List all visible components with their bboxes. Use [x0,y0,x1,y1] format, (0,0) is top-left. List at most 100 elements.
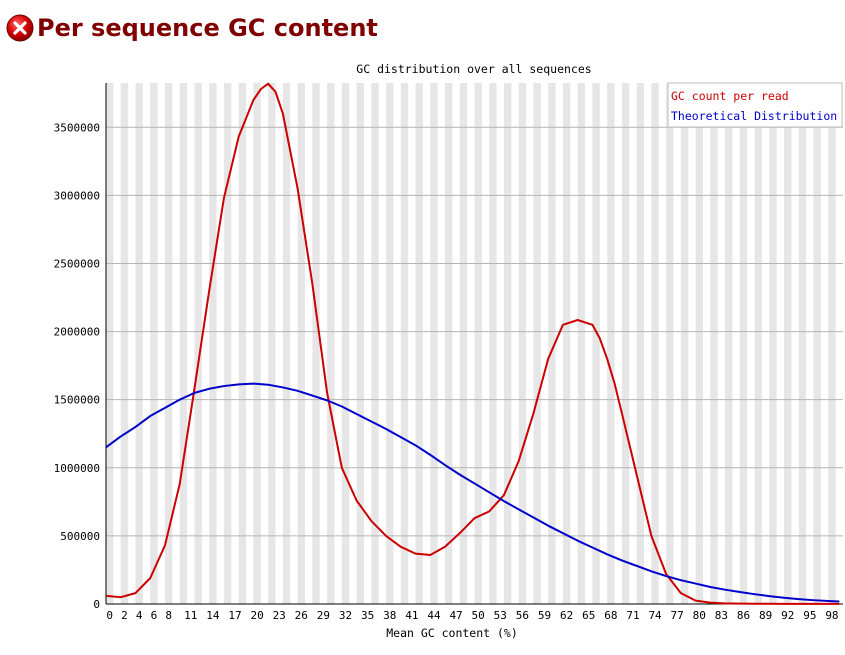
chart-band [592,83,600,604]
chart-band [459,83,468,604]
fail-icon [6,14,34,42]
chart-grid [106,126,843,537]
chart-ticks: 0 500000 1000000 1500000 2000000 2500000 30000… [54,121,839,622]
chart-band [297,83,305,604]
chart-band [371,83,379,604]
x-tick-label: 38 [383,609,396,622]
chart-band [400,83,409,604]
x-tick-label: 4 [136,609,143,622]
chart-band [828,83,836,604]
gc-content-chart: 0 500000 1000000 1500000 2000000 2500000 30000… [54,62,843,640]
x-tick-label: 62 [560,609,573,622]
y-tick-label: 2000000 [54,326,100,339]
chart-band [238,83,247,604]
x-tick-label: 2 [121,609,128,622]
chart-band [445,83,453,604]
legend-box [667,82,843,128]
chart-band [798,83,807,604]
chart-band [533,83,541,604]
chart-band [386,83,394,604]
x-tick-label: 59 [538,609,551,622]
x-tick-label: 68 [604,609,617,622]
x-tick-label: 53 [494,609,507,622]
chart-band [710,83,718,604]
chart-band [474,83,482,604]
x-tick-label: 71 [626,609,639,622]
chart-band [164,83,173,604]
x-tick-label: 47 [449,609,462,622]
chart-band [312,83,320,604]
chart-band [548,83,556,604]
chart-band [223,83,232,604]
chart-band [356,83,364,604]
chart-band [621,83,630,604]
x-tick-label: 83 [715,609,728,622]
x-tick-label: 86 [737,609,750,622]
x-tick-label: 11 [184,609,197,622]
chart-band [666,83,674,604]
x-tick-label: 17 [228,609,241,622]
chart-title: GC distribution over all sequences [356,62,591,76]
chart-band [106,83,114,604]
chart-band [327,83,335,604]
chart-band [209,83,217,604]
chart-band [784,83,792,604]
chart-band [341,83,350,604]
chart-band [150,83,158,604]
x-tick-label: 0 [106,609,113,622]
y-tick-label: 3000000 [54,189,100,202]
page-title: Per sequence GC content [37,14,378,42]
x-tick-label: 77 [671,609,684,622]
chart-legend: GC count per read Theoretical Distributio… [667,82,843,128]
x-tick-label: 8 [165,609,172,622]
x-tick-label: 98 [825,609,838,622]
chart-band [651,83,659,604]
x-tick-label: 80 [693,609,706,622]
module-header: Per sequence GC content [6,8,378,48]
chart-bands [106,83,836,604]
y-tick-label: 1500000 [54,394,100,407]
chart-band [415,83,423,604]
y-tick-label: 1000000 [54,462,100,475]
chart-band [268,83,276,604]
x-tick-label: 26 [295,609,308,622]
chart-band [813,83,821,604]
x-tick-label: 50 [472,609,485,622]
chart-band [518,83,527,604]
x-tick-label: 14 [206,609,220,622]
chart-band [739,83,748,604]
chart-band [120,83,129,604]
x-tick-label: 6 [151,609,158,622]
chart-band [680,83,689,604]
x-tick-label: 65 [582,609,595,622]
chart-band [636,83,645,604]
chart-band [179,83,188,604]
y-tick-label: 500000 [60,530,100,543]
y-tick-label: 3500000 [54,121,100,134]
chart-band [695,83,703,604]
x-tick-label: 95 [803,609,816,622]
chart-band [725,83,733,604]
x-tick-label: 29 [317,609,330,622]
chart-band [577,83,586,604]
x-tick-label: 74 [648,609,662,622]
chart-band [754,83,762,604]
y-tick-label: 2500000 [54,257,100,270]
chart-band [769,83,777,604]
x-axis-label: Mean GC content (%) [386,626,518,640]
x-tick-label: 20 [250,609,263,622]
legend-entry: GC count per read [671,89,789,103]
chart-band [282,83,291,604]
x-tick-label: 35 [361,609,374,622]
x-tick-label: 56 [516,609,529,622]
series-line-theoretical [105,382,840,603]
x-tick-label: 32 [339,609,352,622]
x-tick-label: 23 [273,609,286,622]
y-tick-label: 0 [93,598,100,611]
x-tick-label: 92 [781,609,794,622]
chart-band [135,83,143,604]
series-line-gc-count [105,82,840,605]
chart-band [253,83,261,604]
x-tick-label: 44 [427,609,441,622]
x-tick-label: 89 [759,609,772,622]
